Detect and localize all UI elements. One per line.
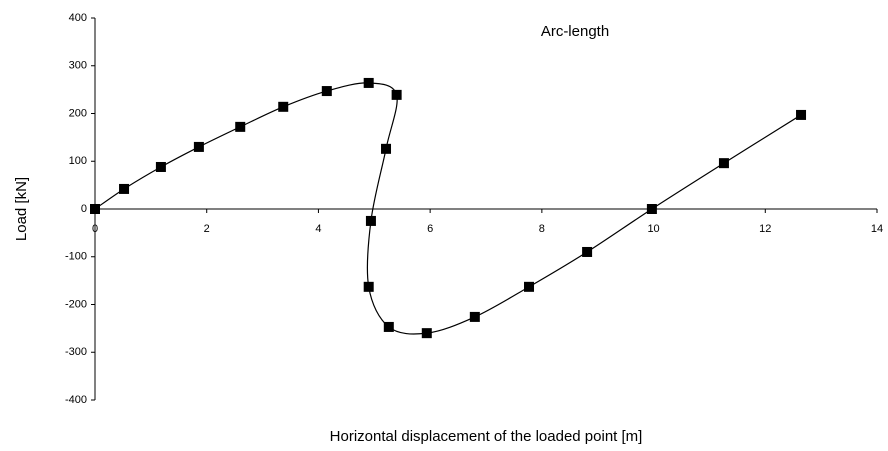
y-tick-label: -100 bbox=[65, 251, 87, 263]
y-tick-label: 200 bbox=[69, 107, 87, 119]
y-tick-label: -400 bbox=[65, 394, 87, 406]
x-tick-label: 14 bbox=[871, 223, 883, 235]
marker bbox=[391, 89, 402, 100]
marker bbox=[90, 204, 100, 214]
marker bbox=[193, 141, 204, 152]
x-tick-label: 8 bbox=[539, 223, 545, 235]
marker bbox=[646, 204, 657, 214]
marker bbox=[469, 311, 480, 322]
marker bbox=[796, 109, 807, 120]
y-tick-label: -300 bbox=[65, 346, 87, 358]
y-tick-label: 400 bbox=[69, 12, 87, 24]
marker bbox=[524, 281, 535, 292]
marker bbox=[365, 215, 376, 226]
x-tick-label: 4 bbox=[315, 223, 321, 235]
x-tick-label: 6 bbox=[427, 223, 433, 235]
y-tick-label: 300 bbox=[69, 60, 87, 72]
x-tick-label: 12 bbox=[759, 223, 771, 235]
y-tick-label: 0 bbox=[81, 203, 87, 215]
marker bbox=[235, 121, 246, 132]
curve bbox=[94, 82, 802, 335]
marker bbox=[363, 281, 374, 292]
y-axis-label: Load [kN] bbox=[13, 177, 30, 241]
marker bbox=[119, 183, 130, 194]
marker bbox=[278, 101, 289, 112]
marker bbox=[718, 158, 729, 169]
marker bbox=[383, 321, 394, 332]
marker bbox=[421, 328, 432, 339]
marker bbox=[363, 77, 374, 88]
x-axis-label: Horizontal displacement of the loaded po… bbox=[330, 428, 643, 445]
marker bbox=[155, 161, 166, 172]
x-tick-label: 10 bbox=[647, 223, 659, 235]
marker bbox=[381, 143, 392, 154]
y-tick-label: 100 bbox=[69, 155, 87, 167]
annotation: Arc-length bbox=[541, 23, 609, 40]
y-tick-label: -200 bbox=[65, 298, 87, 310]
marker bbox=[582, 246, 593, 257]
x-tick-label: 2 bbox=[204, 223, 210, 235]
marker bbox=[321, 86, 332, 97]
x-tick-label: 0 bbox=[92, 223, 98, 235]
